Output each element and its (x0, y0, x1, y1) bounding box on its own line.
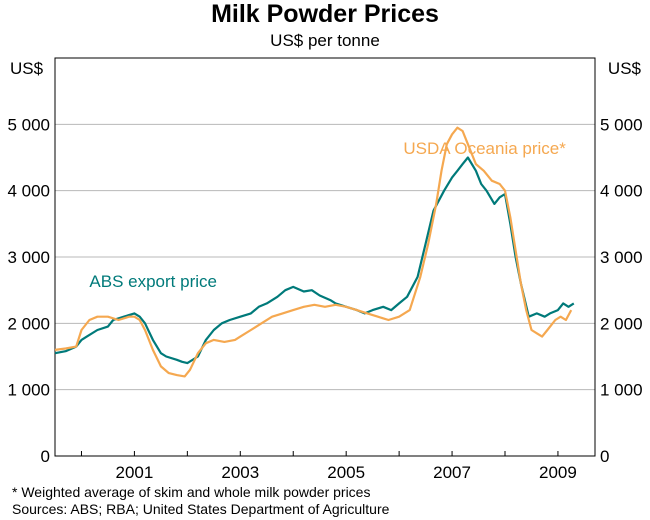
right-y-tick-label-4: 4 000 (600, 182, 643, 201)
series-line-1 (54, 126, 573, 378)
series-lines (54, 126, 575, 378)
left-y-tick-label-5: 5 000 (7, 115, 50, 134)
left-axis-unit: US$ (10, 59, 44, 78)
x-tick-label-3: 2007 (433, 463, 471, 482)
left-y-tick-label-2: 2 000 (7, 314, 50, 333)
gridlines (55, 123, 595, 391)
series-labels: ABS export price USDA Oceania price* (89, 139, 566, 291)
x-tick-label-4: 2009 (539, 463, 577, 482)
right-y-tick-label-2: 2 000 (600, 314, 643, 333)
right-y-tick-label-1: 1 000 (600, 381, 643, 400)
series-line-0 (54, 156, 575, 365)
right-y-tick-label-0: 0 (600, 447, 609, 466)
chart-subtitle: US$ per tonne (270, 31, 380, 50)
x-tick-label-1: 2003 (221, 463, 259, 482)
left-y-tick-label-0: 0 (41, 447, 50, 466)
x-tick-label-2: 2005 (327, 463, 365, 482)
plot-frame (54, 57, 596, 457)
left-y-axis: 0 1 000 2 000 3 000 4 000 5 000 (7, 115, 50, 466)
x-tick-label-0: 2001 (115, 463, 153, 482)
series-label-0: ABS export price (89, 272, 217, 291)
chart-title: Milk Powder Prices (211, 0, 439, 28)
footnote: * Weighted average of skim and whole mil… (12, 484, 370, 500)
left-y-tick-label-4: 4 000 (7, 182, 50, 201)
series-label-1: USDA Oceania price* (403, 139, 566, 158)
left-y-tick-label-3: 3 000 (7, 248, 50, 267)
right-y-tick-label-3: 3 000 (600, 248, 643, 267)
right-axis-unit: US$ (608, 59, 642, 78)
right-y-tick-label-5: 5 000 (600, 115, 643, 134)
x-axis: 2001 2003 2005 2007 2009 (80, 451, 577, 482)
sources-note: Sources: ABS; RBA; United States Departm… (12, 501, 390, 517)
right-y-axis: 0 1 000 2 000 3 000 4 000 5 000 (600, 115, 643, 466)
left-y-tick-label-1: 1 000 (7, 381, 50, 400)
